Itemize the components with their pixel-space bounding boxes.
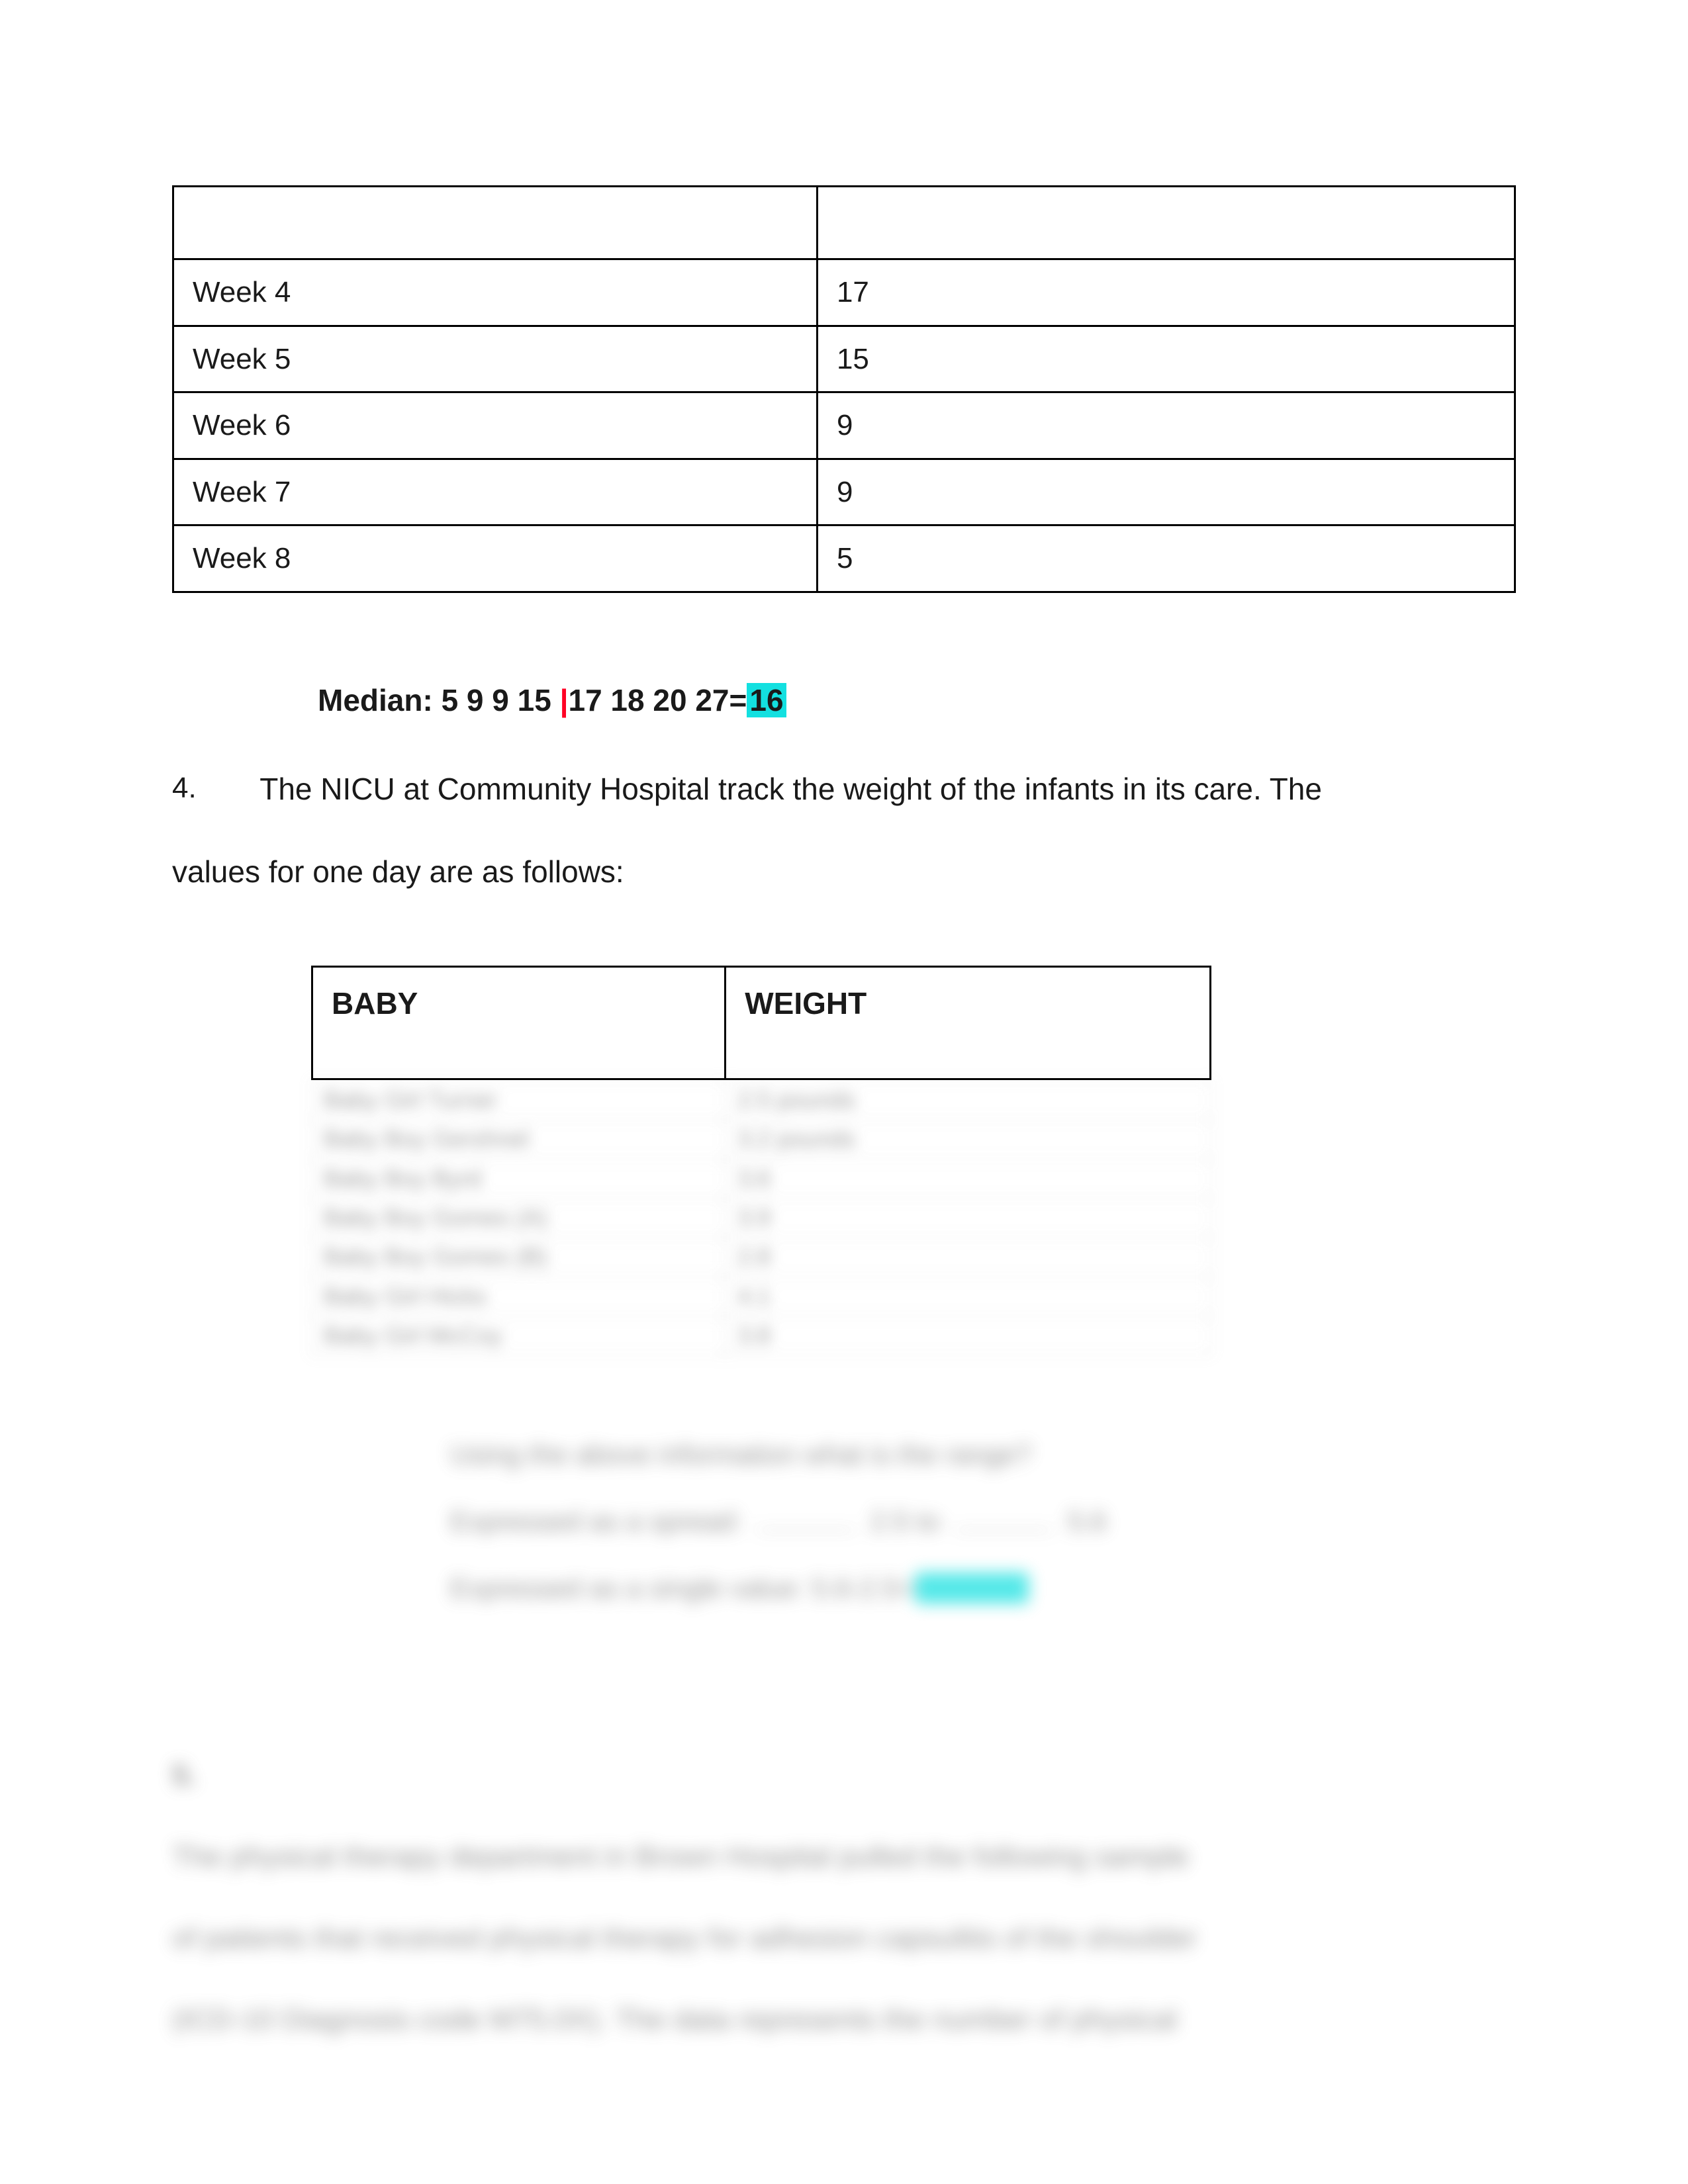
range-val2: 5.6 — [1068, 1506, 1106, 1537]
median-separator: | — [560, 683, 569, 717]
range-spread-line: Expressed as a spread: 2.5 to 5.6 — [450, 1488, 1443, 1555]
table-row: Week 6 9 — [173, 392, 1515, 459]
table-row: Baby Girl McCoy3.8 — [312, 1316, 1211, 1355]
range-single-prefix: Expressed as a single value: 5.6-2.5= — [450, 1572, 915, 1604]
baby-name-cell: Baby Girl Turner — [312, 1080, 726, 1119]
q5-line2: of patients that received physical thera… — [172, 1922, 1197, 1954]
week-value-cell: 9 — [817, 392, 1515, 459]
baby-weight-cell: 2.5 pounds — [726, 1080, 1211, 1119]
question-5-body: The physical therapy department in Brown… — [172, 1816, 1430, 2061]
baby-name-cell: Baby Boy Byrd — [312, 1159, 726, 1198]
week-value-cell: 15 — [817, 326, 1515, 392]
week-value-cell — [817, 187, 1515, 259]
question-number: 4. — [172, 768, 252, 809]
week-value-cell: 9 — [817, 459, 1515, 525]
week-label-cell: Week 6 — [173, 392, 818, 459]
range-result-highlight: 3.1lbs — [915, 1572, 1029, 1604]
range-question: Using the above information what is the … — [450, 1422, 1443, 1488]
table-row: Week 8 5 — [173, 525, 1515, 592]
table-header-row: BABY WEIGHT — [312, 967, 1211, 1079]
baby-weight-cell: 3.6 — [726, 1159, 1211, 1198]
baby-table-header: BABY WEIGHT — [311, 966, 1211, 1079]
blank-underline — [954, 1529, 1053, 1531]
baby-name-cell: Baby Girl Hicks — [312, 1277, 726, 1316]
median-right-values: 17 18 20 27= — [568, 683, 747, 717]
table-row: Week 4 17 — [173, 259, 1515, 326]
baby-table-body-blurred: Baby Girl Turner2.5 pounds Baby Boy Gers… — [311, 1080, 1211, 1356]
week-table: Week 4 17 Week 5 15 Week 6 9 Week 7 9 We… — [172, 185, 1516, 593]
baby-weight-cell: 2.8 — [726, 1238, 1211, 1277]
range-mid: to — [917, 1506, 948, 1537]
table-row: Baby Boy Gomes (B)2.8 — [312, 1238, 1211, 1277]
table-row: Baby Girl Turner2.5 pounds — [312, 1080, 1211, 1119]
baby-header-cell: BABY — [312, 967, 726, 1079]
baby-weight-cell: 3.8 — [726, 1316, 1211, 1355]
week-value-cell: 5 — [817, 525, 1515, 592]
table-row: Baby Boy Byrd3.6 — [312, 1159, 1211, 1198]
q5-line1: The physical therapy department in Brown… — [172, 1841, 1189, 1873]
range-spread-prefix: Expressed as a spread: — [450, 1506, 750, 1537]
median-result-highlight: 16 — [747, 683, 786, 717]
baby-name-cell: Baby Boy Gomes (A) — [312, 1198, 726, 1237]
question-5-blurred: 5. The physical therapy department in Br… — [172, 1735, 1516, 2061]
week-label-cell: Week 5 — [173, 326, 818, 392]
table-row: Baby Boy Gershnel3.2 pounds — [312, 1120, 1211, 1159]
table-row — [173, 187, 1515, 259]
baby-name-cell: Baby Boy Gomes (B) — [312, 1238, 726, 1277]
week-label-cell: Week 7 — [173, 459, 818, 525]
blank-underline — [757, 1529, 856, 1531]
q5-line3: (ICD-10 Diagnosis code M75.0X). The data… — [172, 2003, 1177, 2036]
question-number: 5. — [172, 1735, 252, 1816]
table-row: Baby Boy Gomes (A)3.9 — [312, 1198, 1211, 1237]
range-single-line: Expressed as a single value: 5.6-2.5=3.1… — [450, 1555, 1443, 1622]
table-row: Baby Girl Hicks4.1 — [312, 1277, 1211, 1316]
week-value-cell: 17 — [817, 259, 1515, 326]
week-label-cell: Week 4 — [173, 259, 818, 326]
question-text-line1: The NICU at Community Hospital track the… — [259, 772, 1322, 806]
table-row: Week 5 15 — [173, 326, 1515, 392]
baby-weight-cell: 4.1 — [726, 1277, 1211, 1316]
baby-weight-cell: 3.2 pounds — [726, 1120, 1211, 1159]
baby-name-cell: Baby Girl McCoy — [312, 1316, 726, 1355]
baby-table-section: BABY WEIGHT Baby Girl Turner2.5 pounds B… — [311, 966, 1516, 1622]
question-text-line2: values for one day are as follows: — [172, 850, 1516, 893]
median-left-values: 5 9 9 15 — [442, 683, 560, 717]
baby-name-cell: Baby Boy Gershnel — [312, 1120, 726, 1159]
range-val1: 2.5 — [870, 1506, 909, 1537]
table-row: Week 7 9 — [173, 459, 1515, 525]
question-4: 4. The NICU at Community Hospital track … — [172, 768, 1516, 893]
range-block-blurred: Using the above information what is the … — [450, 1422, 1443, 1621]
median-label: Median: — [318, 683, 442, 717]
week-label-cell — [173, 187, 818, 259]
median-line: Median: 5 9 9 15 |17 18 20 27=16 — [318, 679, 1516, 721]
baby-weight-cell: 3.9 — [726, 1198, 1211, 1237]
weight-header-cell: WEIGHT — [726, 967, 1211, 1079]
week-label-cell: Week 8 — [173, 525, 818, 592]
